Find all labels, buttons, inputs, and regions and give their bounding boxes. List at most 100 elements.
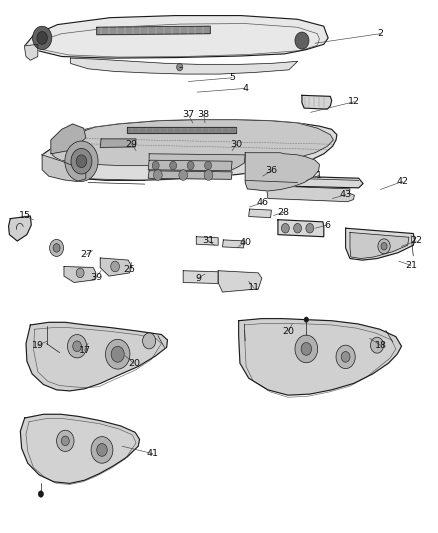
Circle shape bbox=[301, 343, 311, 356]
Circle shape bbox=[53, 244, 60, 252]
Text: 12: 12 bbox=[348, 97, 360, 106]
Polygon shape bbox=[254, 175, 363, 188]
Polygon shape bbox=[127, 127, 237, 133]
Polygon shape bbox=[71, 58, 297, 74]
Text: 9: 9 bbox=[195, 273, 201, 282]
Text: 46: 46 bbox=[257, 198, 268, 207]
Text: 20: 20 bbox=[128, 359, 140, 368]
Polygon shape bbox=[267, 185, 354, 201]
Text: 18: 18 bbox=[374, 341, 387, 350]
Circle shape bbox=[106, 340, 130, 369]
Text: 15: 15 bbox=[19, 212, 31, 221]
Text: 37: 37 bbox=[182, 110, 194, 119]
Text: 39: 39 bbox=[90, 273, 102, 281]
Polygon shape bbox=[239, 319, 402, 395]
Polygon shape bbox=[25, 15, 328, 58]
Polygon shape bbox=[52, 120, 333, 165]
Circle shape bbox=[187, 161, 194, 169]
Circle shape bbox=[37, 31, 47, 44]
Text: 6: 6 bbox=[324, 221, 330, 230]
Circle shape bbox=[65, 141, 98, 181]
Text: 21: 21 bbox=[405, 261, 417, 270]
Polygon shape bbox=[148, 171, 232, 179]
Polygon shape bbox=[9, 216, 31, 241]
Circle shape bbox=[336, 345, 355, 368]
Polygon shape bbox=[196, 237, 218, 245]
Circle shape bbox=[295, 335, 318, 363]
Polygon shape bbox=[278, 220, 324, 237]
Polygon shape bbox=[148, 160, 232, 171]
Circle shape bbox=[371, 337, 384, 353]
Circle shape bbox=[111, 261, 120, 272]
Text: 25: 25 bbox=[124, 265, 135, 273]
Text: 28: 28 bbox=[278, 208, 290, 217]
Polygon shape bbox=[97, 26, 210, 35]
Circle shape bbox=[152, 161, 159, 169]
Polygon shape bbox=[20, 414, 140, 483]
Circle shape bbox=[97, 443, 107, 456]
Polygon shape bbox=[346, 228, 415, 260]
Text: 27: 27 bbox=[80, 251, 92, 260]
Text: 1: 1 bbox=[316, 171, 322, 180]
Text: 22: 22 bbox=[410, 237, 422, 246]
Circle shape bbox=[32, 26, 52, 50]
Circle shape bbox=[295, 32, 309, 49]
Circle shape bbox=[177, 63, 183, 71]
Text: 17: 17 bbox=[78, 346, 91, 355]
Text: 41: 41 bbox=[147, 449, 159, 458]
Text: 4: 4 bbox=[242, 84, 248, 93]
Polygon shape bbox=[218, 271, 262, 292]
Circle shape bbox=[179, 169, 187, 180]
Circle shape bbox=[71, 149, 92, 174]
Circle shape bbox=[57, 430, 74, 451]
Circle shape bbox=[143, 333, 155, 349]
Text: 36: 36 bbox=[265, 166, 277, 175]
Polygon shape bbox=[350, 232, 409, 259]
Text: 38: 38 bbox=[198, 110, 210, 119]
Text: 42: 42 bbox=[396, 177, 408, 186]
Circle shape bbox=[170, 161, 177, 169]
Polygon shape bbox=[26, 322, 167, 391]
Circle shape bbox=[76, 155, 87, 167]
Polygon shape bbox=[245, 153, 319, 191]
Polygon shape bbox=[149, 154, 245, 174]
Polygon shape bbox=[42, 155, 86, 181]
Text: 30: 30 bbox=[230, 140, 243, 149]
Circle shape bbox=[49, 239, 64, 256]
Circle shape bbox=[304, 317, 308, 322]
Circle shape bbox=[73, 341, 81, 352]
Circle shape bbox=[205, 161, 212, 169]
Polygon shape bbox=[302, 95, 332, 109]
Text: 40: 40 bbox=[239, 238, 251, 247]
Polygon shape bbox=[51, 124, 86, 154]
Polygon shape bbox=[25, 44, 38, 60]
Circle shape bbox=[282, 223, 289, 233]
Circle shape bbox=[153, 169, 162, 180]
Circle shape bbox=[378, 239, 390, 254]
Text: 5: 5 bbox=[229, 73, 235, 82]
Polygon shape bbox=[64, 266, 96, 282]
Polygon shape bbox=[42, 120, 337, 180]
Text: 19: 19 bbox=[32, 341, 44, 350]
Text: 11: 11 bbox=[248, 283, 260, 292]
Circle shape bbox=[91, 437, 113, 463]
Circle shape bbox=[341, 352, 350, 362]
Circle shape bbox=[111, 346, 124, 362]
Polygon shape bbox=[100, 139, 136, 148]
Circle shape bbox=[61, 436, 69, 446]
Text: 29: 29 bbox=[126, 140, 138, 149]
Circle shape bbox=[293, 223, 301, 233]
Polygon shape bbox=[223, 240, 244, 248]
Polygon shape bbox=[183, 271, 218, 284]
Circle shape bbox=[381, 243, 387, 250]
Text: 43: 43 bbox=[339, 190, 352, 199]
Polygon shape bbox=[249, 209, 272, 217]
Circle shape bbox=[38, 491, 43, 497]
Circle shape bbox=[76, 268, 84, 278]
Polygon shape bbox=[100, 258, 132, 276]
Text: 20: 20 bbox=[282, 327, 294, 336]
Circle shape bbox=[204, 169, 213, 180]
Text: 2: 2 bbox=[378, 29, 384, 38]
Circle shape bbox=[306, 223, 314, 233]
Circle shape bbox=[67, 335, 87, 358]
